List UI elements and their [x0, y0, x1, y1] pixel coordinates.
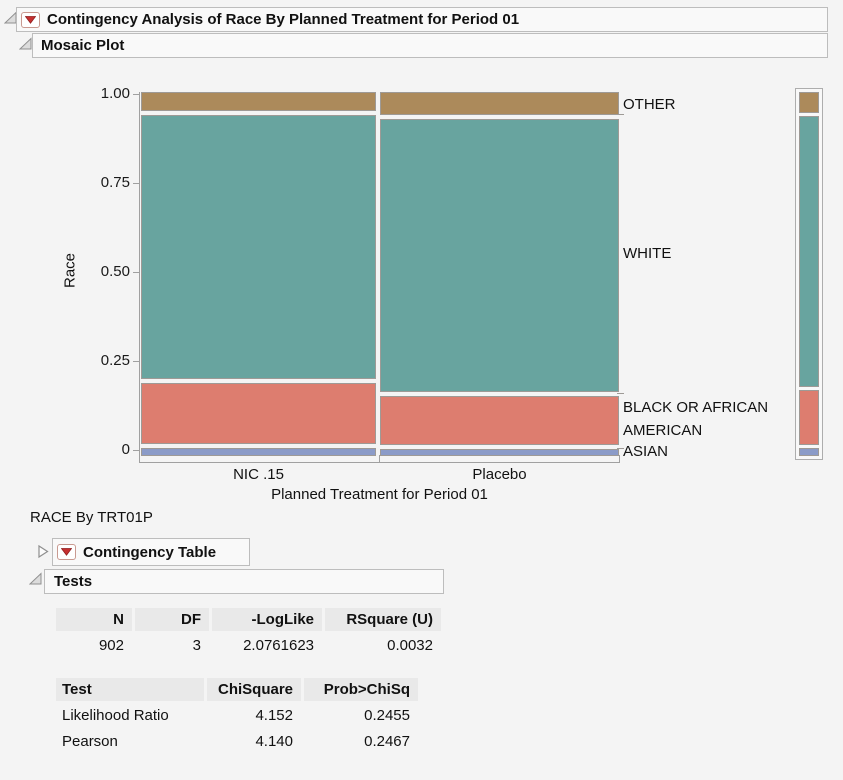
summary-value-df: 3 [192, 637, 201, 654]
y-tick-label: 0 [121, 441, 130, 458]
tests-table-row: Pearson 4.140 0.2467 [56, 730, 418, 753]
disclosure-open-icon[interactable] [18, 37, 33, 51]
disclosure-open-icon[interactable] [28, 572, 43, 586]
x-axis-tick [139, 455, 140, 463]
contingency-table-title: Contingency Table [83, 543, 217, 561]
summary-header-n: N [56, 608, 132, 631]
disclosure-closed-icon[interactable] [36, 544, 50, 559]
mosaic-cell-asian[interactable] [141, 447, 376, 456]
mosaic-cell-other[interactable] [799, 92, 819, 113]
summary-header-loglike: -LogLike [212, 608, 322, 631]
red-menu-button[interactable] [21, 11, 40, 28]
mosaic-cell-black-or-african-american[interactable] [141, 383, 376, 444]
red-menu-button[interactable] [57, 544, 76, 560]
y-tick-label: 0.50 [100, 263, 130, 280]
summary-value-rsquare: 0.0032 [387, 637, 433, 654]
x-axis-title: Planned Treatment for Period 01 [271, 486, 488, 503]
tests-table-row: Likelihood Ratio 4.152 0.2455 [56, 704, 418, 727]
mosaic-plot-outline-bar[interactable]: Mosaic Plot [32, 33, 828, 58]
mosaic-legend-strip [795, 88, 823, 460]
tests-header-test: Test [56, 678, 204, 701]
level-label-other: OTHER [623, 96, 676, 113]
mosaic-cell-other[interactable] [380, 92, 619, 115]
tests-row-chisquare: 4.152 [255, 707, 293, 724]
summary-table-value-row: 902 3 2.0761623 0.0032 [56, 634, 441, 657]
race-by-trt-label: RACE By TRT01P [30, 509, 153, 526]
summary-value-n: 902 [98, 637, 124, 654]
y-tick-label: 0.75 [100, 174, 130, 191]
mosaic-cell-other[interactable] [141, 92, 376, 112]
y-tick-mark [133, 450, 140, 451]
y-axis-line [139, 92, 140, 463]
mosaic-cell-asian[interactable] [799, 448, 819, 456]
label-connector [617, 393, 624, 394]
summary-header-rsquare: RSquare (U) [325, 608, 441, 631]
x-category-nic15: NIC .15 [233, 466, 284, 483]
level-label-black-or-african-american: BLACK OR AFRICAN AMERICAN [623, 399, 769, 439]
red-triangle-icon [25, 15, 36, 24]
summary-value-loglike: 2.0761623 [243, 637, 314, 654]
contingency-table-outline-bar[interactable]: Contingency Table [52, 538, 250, 566]
label-connector [617, 114, 624, 115]
level-label-asian: ASIAN [623, 443, 669, 460]
mosaic-cell-black-or-african-american[interactable] [380, 395, 619, 445]
mosaic-plot-area [141, 92, 619, 456]
tests-row-name: Likelihood Ratio [62, 707, 169, 724]
mosaic-cell-black-or-african-american[interactable] [799, 389, 819, 446]
mosaic-cell-white[interactable] [380, 118, 619, 392]
legend-segments [799, 92, 819, 456]
mosaic-cell-white[interactable] [141, 115, 376, 380]
y-tick-label: 1.00 [100, 85, 130, 102]
tests-outline-bar[interactable]: Tests [44, 569, 444, 594]
tests-header-prob: Prob>ChiSq [304, 678, 418, 701]
tests-header-chisquare: ChiSquare [207, 678, 301, 701]
level-label-white: WHITE [623, 245, 672, 262]
main-outline-bar[interactable]: Contingency Analysis of Race By Planned … [16, 7, 828, 32]
y-tick-mark [133, 272, 140, 273]
y-tick-mark [133, 183, 140, 184]
y-axis-label: Race [61, 252, 79, 289]
tests-row-name: Pearson [62, 733, 118, 750]
tests-table-header-row: Test ChiSquare Prob>ChiSq [56, 678, 418, 701]
x-axis-tick [379, 455, 380, 463]
red-triangle-icon [61, 548, 72, 556]
summary-table-header-row: N DF -LogLike RSquare (U) [56, 608, 441, 631]
mosaic-column-nic15 [141, 92, 376, 456]
tests-title: Tests [54, 573, 93, 590]
label-connector [617, 448, 624, 449]
summary-header-df: DF [135, 608, 209, 631]
main-title: Contingency Analysis of Race By Planned … [47, 11, 520, 28]
tests-row-prob: 0.2467 [364, 733, 410, 750]
x-axis-tick [619, 455, 620, 463]
y-tick-label: 0.25 [100, 352, 130, 369]
x-category-placebo: Placebo [472, 466, 527, 483]
mosaic-cell-white[interactable] [799, 115, 819, 387]
mosaic-cell-asian[interactable] [380, 448, 619, 456]
y-tick-mark [133, 94, 140, 95]
tests-row-chisquare: 4.140 [255, 733, 293, 750]
tests-row-prob: 0.2455 [364, 707, 410, 724]
mosaic-column-placebo [380, 92, 619, 456]
y-tick-mark [133, 361, 140, 362]
mosaic-plot-title: Mosaic Plot [41, 37, 125, 54]
